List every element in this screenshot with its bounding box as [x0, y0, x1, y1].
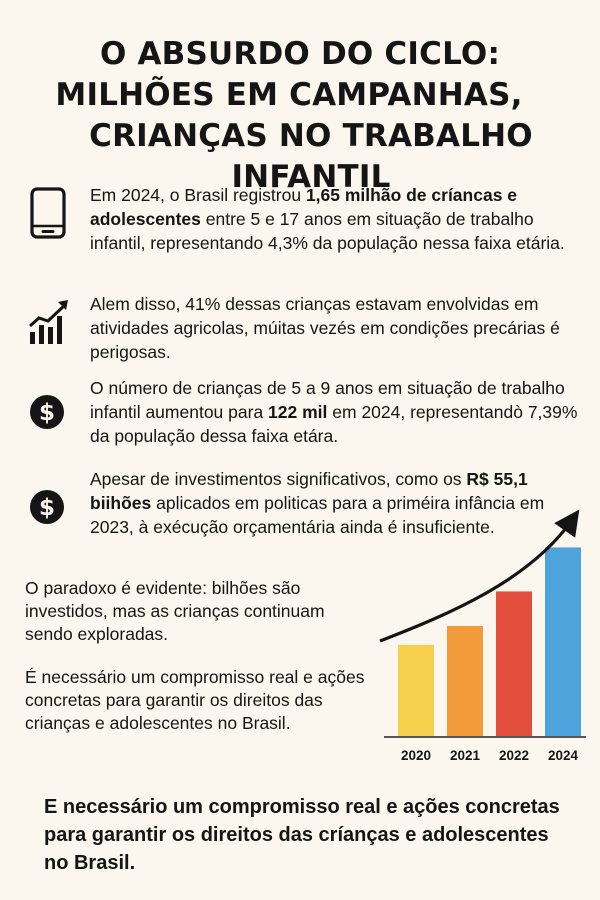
fact-text-4: Apesar de investimentos significativos, …	[90, 467, 580, 539]
bar-2022	[496, 591, 532, 736]
fact-1-part-2: entre 5 e 17 anos em situação de trabalh…	[90, 209, 565, 253]
fact-4-part-2: aplicados em politicas para a priméira i…	[90, 493, 545, 537]
bar-2021	[447, 626, 483, 736]
title-line-3: CRIANÇAS NO TRABALHO INFANTIL	[89, 118, 533, 195]
bar-2020	[398, 644, 434, 736]
svg-text:$: $	[39, 400, 55, 426]
tick-label-2021: 2021	[450, 748, 481, 763]
fact-4-part-1: Apesar de investimentos significativos, …	[90, 469, 467, 489]
footer-statement: E necessário um compromisso real e ações…	[44, 796, 560, 874]
page-title: O ABSURDO DO CICLO: MILHÕES EM CAMPANHAS…	[0, 34, 600, 198]
fact-text-1: Em 2024, o Brasil registrou 1,65 milhão …	[90, 183, 580, 255]
tick-label-2020: 2020	[401, 748, 431, 763]
fact-2-text: Alem disso, 41% dessas crianças estavam …	[90, 294, 560, 362]
fact-text-2: Alem disso, 41% dessas crianças estavam …	[90, 292, 580, 364]
dollar-icon: $	[28, 392, 72, 444]
bar-2024	[545, 547, 581, 736]
title-line-1: O ABSURDO DO CICLO:	[99, 36, 501, 72]
fact-3-highlight: 122 mil	[268, 402, 328, 422]
tick-label-2024: 2024	[548, 748, 579, 763]
tablet-icon	[28, 187, 72, 239]
tick-label-2022: 2022	[499, 748, 529, 763]
paradox-paragraph: O paradoxo é evidente: bilhões são inves…	[25, 578, 325, 644]
fact-4-highlight: R$ 55,1 biihões	[90, 469, 528, 513]
bar-chart: 2020 2021 2022 2024	[379, 509, 586, 763]
title-line-2: MILHÕES EM CAMPANHAS,	[55, 77, 523, 113]
fact-1-highlight: 1,65 milhão de críancas e adolescentes	[90, 185, 518, 229]
svg-text:$: $	[39, 495, 55, 521]
fact-1-part-1: Em 2024, o Brasil registrou	[90, 185, 306, 205]
trend-arrow	[379, 509, 580, 643]
fact-3-part-2: em 2024, representandò 7,39% da populaçã…	[90, 402, 578, 446]
fact-3-part-1: O número de crianças de 5 a 9 anos em si…	[90, 378, 565, 422]
dollar-icon: $	[28, 487, 72, 539]
fact-text-3: O número de crianças de 5 a 9 anos em si…	[90, 376, 580, 448]
commitment-paragraph: É necessário um compromisso real e ações…	[25, 667, 365, 733]
growth-chart-icon	[28, 296, 72, 348]
